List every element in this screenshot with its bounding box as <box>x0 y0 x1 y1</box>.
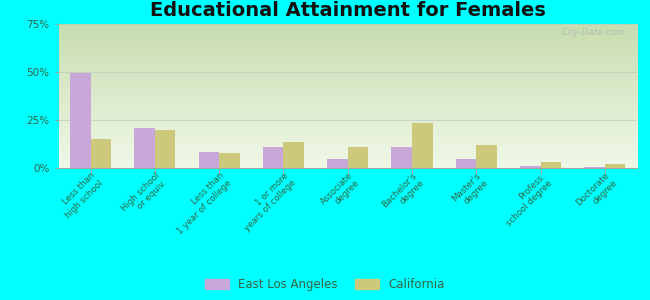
Text: 1 or more
years of college: 1 or more years of college <box>235 171 297 233</box>
Bar <box>155 130 176 168</box>
Legend: East Los Angeles, California: East Los Angeles, California <box>205 278 445 291</box>
Bar <box>348 147 369 168</box>
Bar <box>327 159 348 168</box>
Bar <box>584 167 605 168</box>
Bar <box>135 128 155 168</box>
Text: City-Data.com: City-Data.com <box>562 28 625 37</box>
Text: Associate
degree: Associate degree <box>318 171 361 214</box>
Text: High school
or equiv.: High school or equiv. <box>120 171 168 220</box>
Text: Less than
1 year of college: Less than 1 year of college <box>168 171 233 236</box>
Bar <box>605 164 625 168</box>
Title: Educational Attainment for Females: Educational Attainment for Females <box>150 1 546 20</box>
Bar <box>199 152 219 168</box>
Bar <box>70 73 90 168</box>
Bar <box>90 139 111 168</box>
Text: Less than
high school: Less than high school <box>56 171 105 220</box>
Bar <box>283 142 304 168</box>
Text: Master's
degree: Master's degree <box>450 171 490 211</box>
Bar <box>412 123 433 168</box>
Bar <box>263 147 283 168</box>
Bar <box>520 166 541 168</box>
Text: Doctorate
degree: Doctorate degree <box>575 171 619 215</box>
Bar <box>391 147 412 168</box>
Bar <box>541 162 561 168</box>
Text: Bachelor's
degree: Bachelor's degree <box>380 171 426 217</box>
Text: Profess.
school degree: Profess. school degree <box>498 171 554 228</box>
Bar <box>456 159 476 168</box>
Bar <box>476 145 497 168</box>
Bar <box>219 153 240 168</box>
